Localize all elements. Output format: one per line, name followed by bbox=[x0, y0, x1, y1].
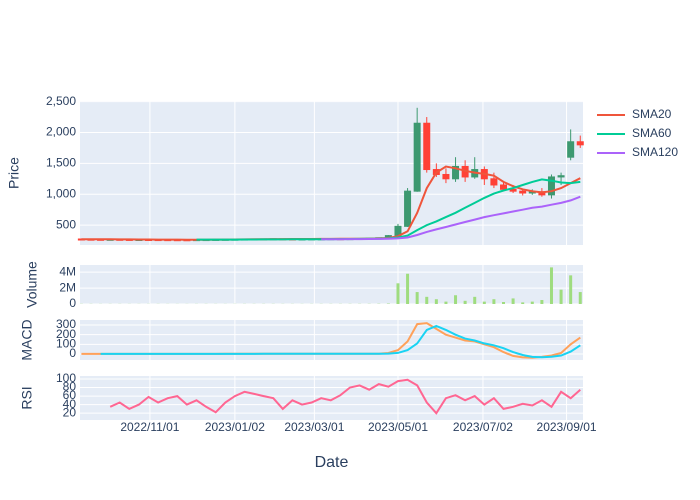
volume-bar bbox=[406, 273, 410, 304]
volume-bar bbox=[530, 301, 534, 304]
y-tick-label: 40 bbox=[63, 397, 77, 411]
volume-bar bbox=[549, 267, 553, 304]
y-tick-label: 0 bbox=[69, 346, 76, 360]
x-tick-label: 2022/11/01 bbox=[120, 420, 179, 434]
volume-bar bbox=[434, 299, 438, 304]
x-tick-label: 2023/05/01 bbox=[368, 420, 428, 434]
volume-bar bbox=[540, 300, 544, 304]
candle-body bbox=[509, 188, 517, 192]
volume-bar bbox=[463, 300, 467, 304]
volume-bar bbox=[396, 283, 400, 304]
legend-label: SMA120 bbox=[632, 145, 678, 159]
x-tick-label: 2023/07/02 bbox=[453, 420, 513, 434]
volume-bar bbox=[454, 295, 458, 304]
volume-bar bbox=[521, 302, 525, 304]
legend-label: SMA20 bbox=[632, 107, 672, 121]
x-axis-title: Date bbox=[315, 454, 349, 471]
volume-bar bbox=[444, 301, 448, 304]
candle-body bbox=[519, 190, 527, 194]
candle-body bbox=[500, 184, 508, 190]
x-tick-label: 2023/03/01 bbox=[284, 420, 344, 434]
volume-bar bbox=[415, 292, 419, 304]
candle-body bbox=[442, 173, 450, 180]
y-tick-label: 2M bbox=[59, 280, 76, 294]
candle-body bbox=[567, 141, 575, 158]
line-series bbox=[100, 324, 581, 359]
y-tick-label: 60 bbox=[63, 388, 77, 402]
candle-body bbox=[557, 175, 565, 178]
y-axis-title: MACD bbox=[19, 319, 35, 360]
y-tick-label: 200 bbox=[56, 327, 76, 341]
volume-bar bbox=[569, 275, 573, 304]
volume-bar bbox=[578, 292, 582, 304]
volume-bar bbox=[473, 296, 477, 304]
candle-body bbox=[452, 165, 460, 180]
candle-body bbox=[413, 122, 421, 192]
y-axis-title: RSI bbox=[19, 386, 35, 409]
y-axis-title: Price bbox=[6, 157, 22, 189]
candle-body bbox=[547, 176, 555, 196]
y-tick-label: 100 bbox=[56, 371, 76, 385]
volume-bar bbox=[482, 301, 486, 304]
y-tick-label: 4M bbox=[59, 264, 76, 278]
plot-area bbox=[80, 101, 583, 245]
y-axis-title: Volume bbox=[24, 261, 40, 308]
volume-bar bbox=[492, 299, 496, 304]
volume-bar bbox=[511, 298, 515, 304]
x-tick-label: 2023/01/02 bbox=[205, 420, 265, 434]
y-tick-label: 2,500 bbox=[46, 94, 76, 108]
y-tick-label: 2,000 bbox=[46, 125, 76, 139]
volume-bar bbox=[425, 296, 429, 304]
candle-body bbox=[490, 178, 498, 186]
y-tick-label: 500 bbox=[56, 217, 76, 231]
candle-body bbox=[404, 190, 412, 227]
plot-area bbox=[80, 265, 583, 304]
x-tick-label: 2023/09/01 bbox=[537, 420, 597, 434]
y-tick-label: 20 bbox=[63, 405, 77, 419]
legend-label: SMA60 bbox=[632, 126, 672, 140]
line-series bbox=[321, 195, 581, 241]
y-tick-label: 100 bbox=[56, 337, 76, 351]
y-tick-label: 0 bbox=[69, 296, 76, 310]
y-tick-label: 1,000 bbox=[46, 186, 76, 200]
line-series bbox=[109, 378, 581, 415]
candle-body bbox=[423, 122, 431, 171]
candle-body bbox=[576, 141, 584, 146]
y-tick-label: 300 bbox=[56, 317, 76, 331]
volume-bar bbox=[559, 289, 563, 304]
volume-bar bbox=[502, 302, 506, 304]
y-tick-label: 1,500 bbox=[46, 156, 76, 170]
y-tick-label: 80 bbox=[63, 380, 77, 394]
